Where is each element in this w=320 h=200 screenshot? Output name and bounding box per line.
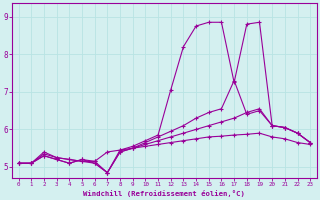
X-axis label: Windchill (Refroidissement éolien,°C): Windchill (Refroidissement éolien,°C) (84, 190, 245, 197)
